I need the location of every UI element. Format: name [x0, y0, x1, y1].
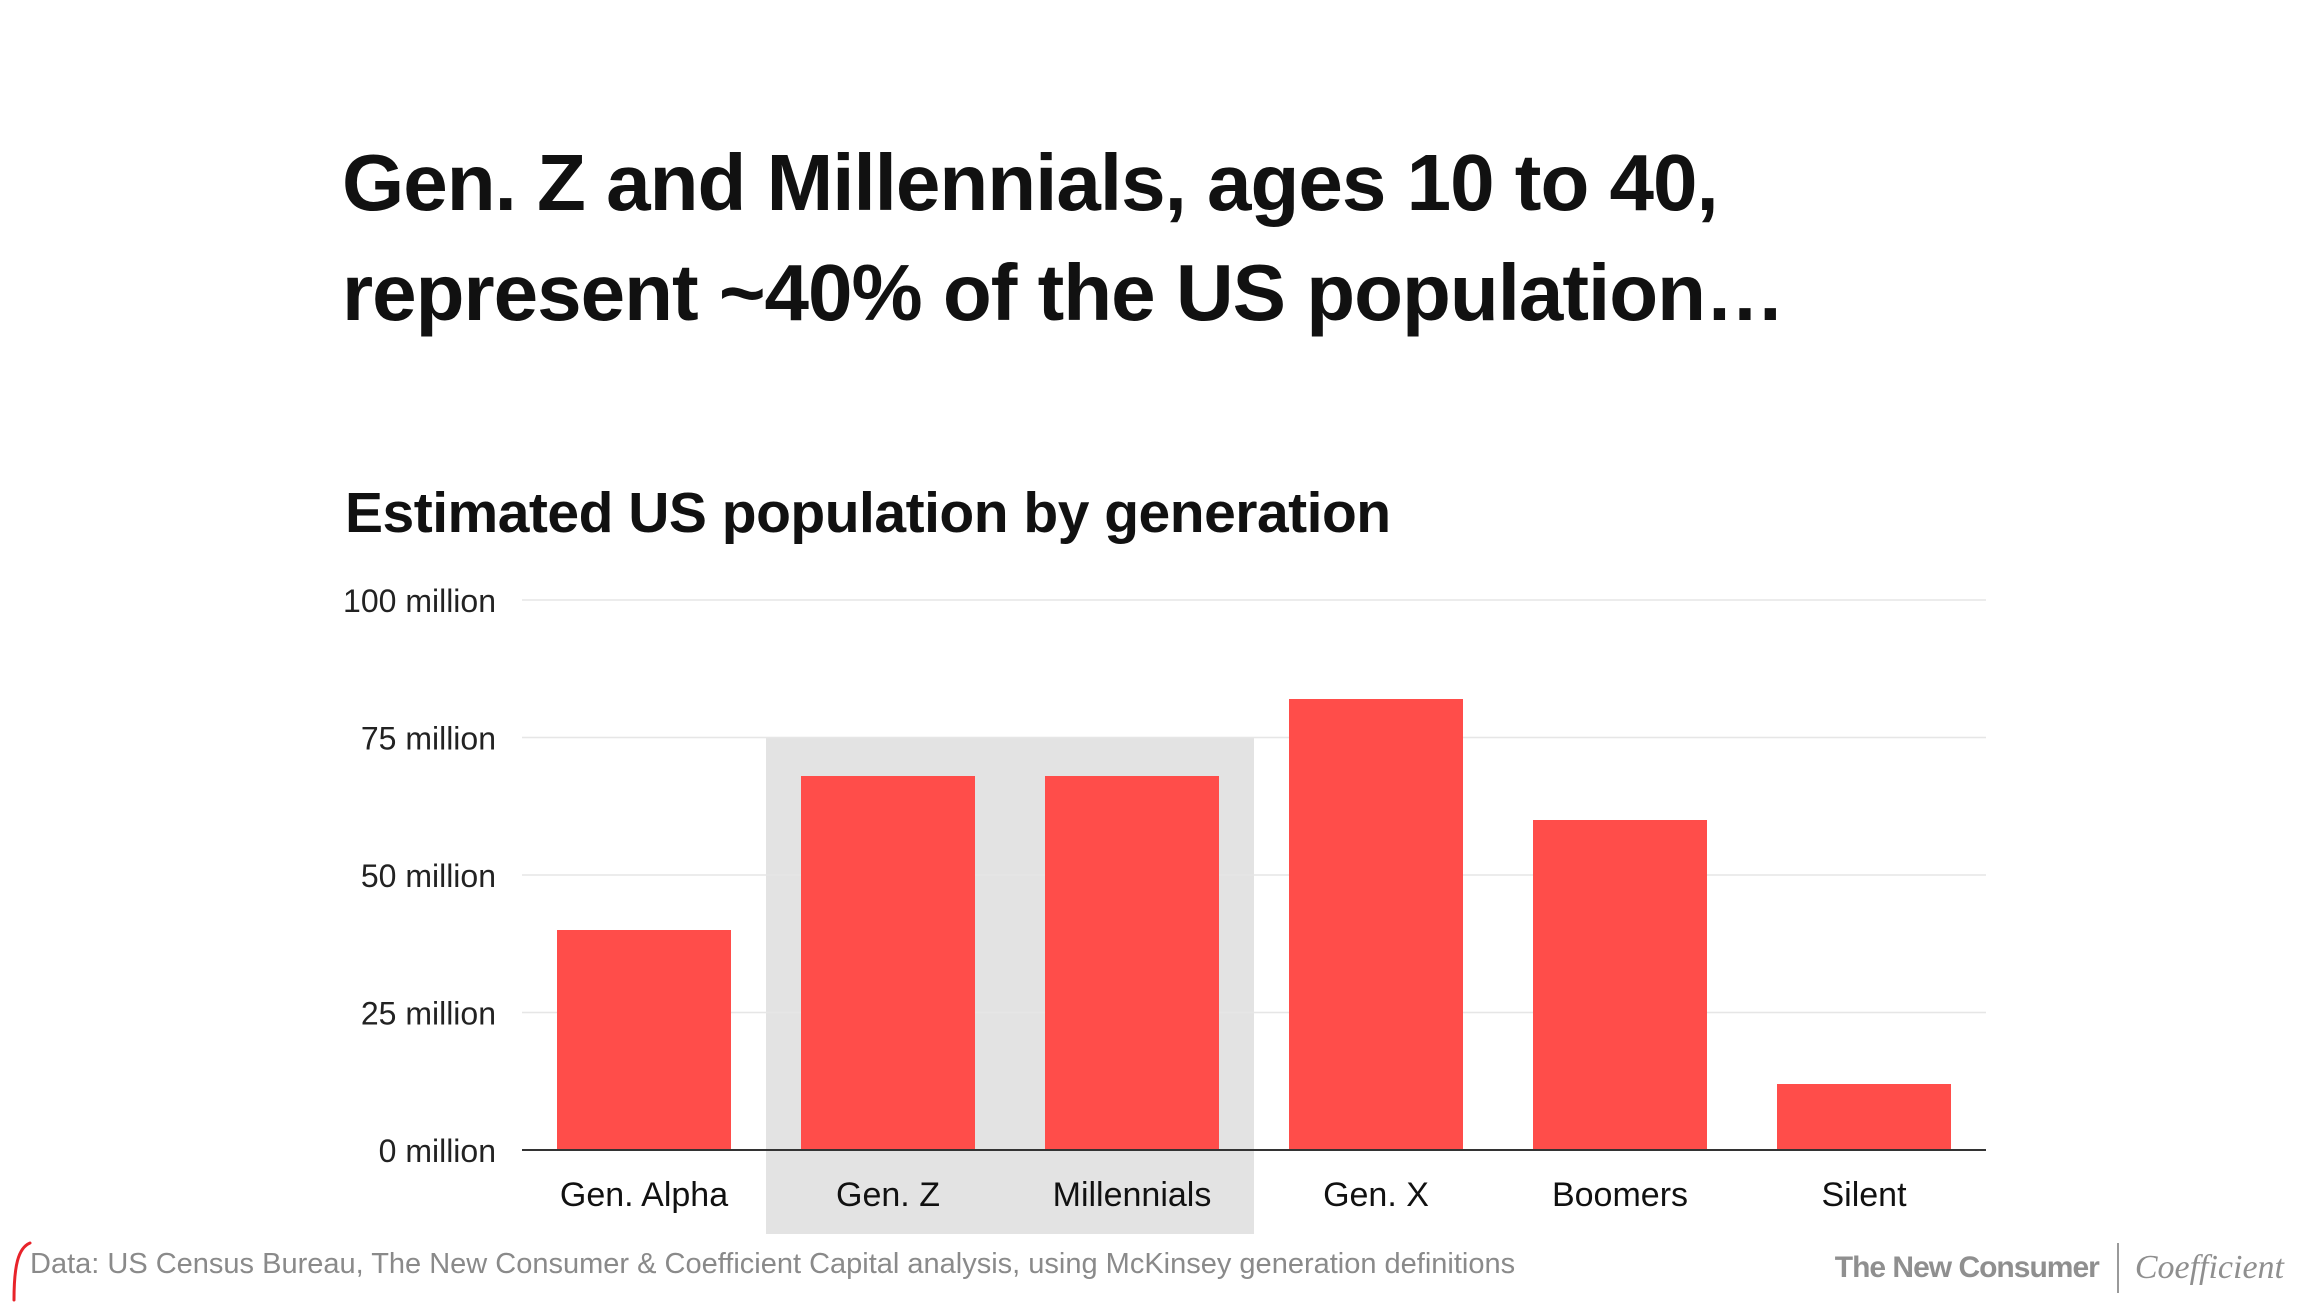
data-source-note: Data: US Census Bureau, The New Consumer… [30, 1248, 1516, 1280]
y-tick-label: 50 million [361, 858, 496, 894]
bar [801, 776, 975, 1150]
bar [1533, 820, 1707, 1150]
bar [1777, 1084, 1951, 1150]
y-tick-label: 0 million [379, 1133, 496, 1169]
y-tick-label: 25 million [361, 996, 496, 1032]
y-tick-label: 75 million [361, 721, 496, 757]
x-tick-label: Silent [1821, 1176, 1907, 1214]
y-tick-label: 100 million [343, 583, 496, 619]
footer-brand: The New Consumer Coefficient [1835, 1242, 2284, 1294]
corner-accent-mark [12, 1241, 32, 1302]
headline: Gen. Z and Millennials, ages 10 to 40, r… [342, 128, 2042, 348]
bar [1045, 776, 1219, 1150]
brand-divider [2116, 1243, 2119, 1293]
brand-logo-coefficient: Coefficient [2134, 1249, 2284, 1286]
bar [1289, 699, 1463, 1150]
x-tick-label: Gen. Alpha [560, 1176, 728, 1214]
headline-line-1: Gen. Z and Millennials, ages 10 to 40, [342, 138, 1719, 227]
label-layer: 0 million 25 million 50 million 75 million 1… [343, 583, 1907, 1214]
grid-layer [522, 599, 1986, 1014]
bar [557, 930, 731, 1150]
x-tick-label: Millennials [1053, 1176, 1212, 1214]
x-tick-label: Boomers [1552, 1176, 1688, 1214]
x-tick-label: Gen. Z [836, 1176, 940, 1214]
x-tick-label: Gen. X [1323, 1176, 1429, 1214]
brand-logo-new-consumer: The New Consumer [1834, 1251, 2100, 1284]
bar-layer [557, 699, 1951, 1150]
chart-title: Estimated US population by generation [345, 481, 1391, 545]
headline-line-2: represent ~40% of the US population… [342, 248, 1785, 337]
